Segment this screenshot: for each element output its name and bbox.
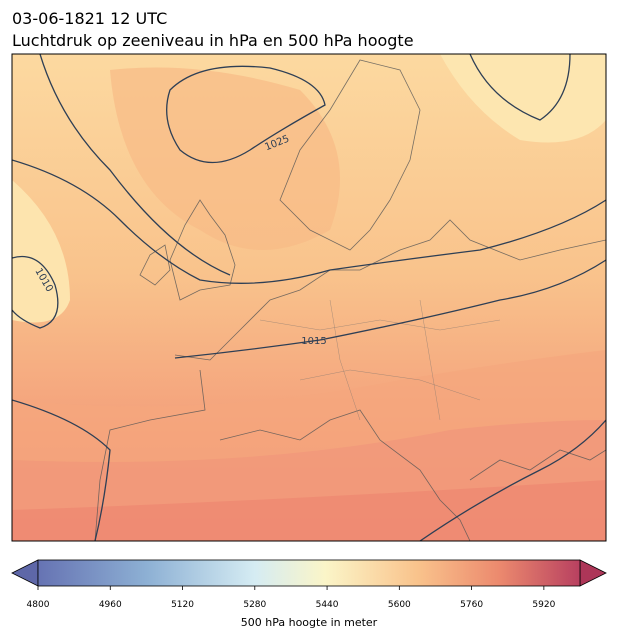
coastline: [469, 449, 606, 481]
border: [259, 299, 501, 421]
isobar: [39, 54, 571, 276]
coastline: [139, 244, 171, 286]
colorbar-tick-label: 4800: [27, 600, 50, 610]
contour-label: 1015: [301, 336, 326, 347]
colorbar-tick-label: 5440: [316, 600, 339, 610]
isobar: [12, 256, 59, 329]
colorbar-tick-label: 5920: [532, 600, 555, 610]
isobar: [12, 399, 111, 541]
coastline: [94, 369, 206, 541]
map-frame: [11, 53, 607, 542]
coastline: [279, 59, 421, 251]
isobar: [174, 259, 606, 359]
coastline: [169, 199, 236, 301]
colorbar-extend-low: [11, 559, 39, 587]
colorbar-tick-label: 5760: [460, 600, 483, 610]
subtitle: Luchtdruk op zeeniveau in hPa en 500 hPa…: [12, 31, 414, 50]
isobar: [12, 159, 606, 284]
colorbar: [11, 559, 607, 587]
colorbar-bar: [37, 559, 581, 587]
colorbar-extend-high: [579, 559, 607, 587]
colorbar-tick-label: 5280: [243, 600, 266, 610]
isobar: [419, 419, 606, 541]
colorbar-label: 500 hPa hoogte in meter: [241, 616, 378, 629]
contour-fill: [440, 54, 606, 143]
colorbar-tick-label: 4960: [99, 600, 122, 610]
colorbar-tick-label: 5600: [388, 600, 411, 610]
map: 1025 1010 1015: [12, 54, 606, 541]
title: 03-06-1821 12 UTC: [12, 9, 167, 28]
contour-fill: [12, 480, 606, 541]
coastline: [219, 409, 471, 541]
contour-fill: [110, 67, 340, 250]
colorbar-tick-label: 5120: [171, 600, 194, 610]
isobar: [166, 65, 326, 163]
coastline: [174, 219, 606, 361]
